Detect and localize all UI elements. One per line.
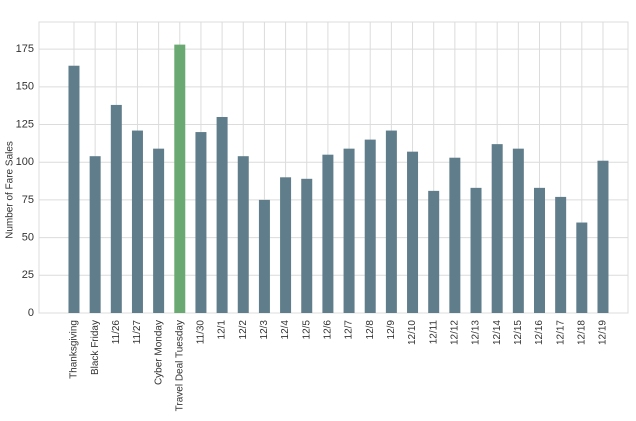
bar <box>301 178 313 313</box>
y-tick-label: 150 <box>16 81 34 93</box>
y-tick-label: 175 <box>16 43 34 55</box>
x-tick-label: Thanksgiving <box>69 320 80 379</box>
x-tick-label: 11/30 <box>196 320 207 345</box>
bar <box>174 44 186 314</box>
y-tick-label: 100 <box>16 156 34 168</box>
bar <box>470 187 482 313</box>
bar <box>258 199 270 313</box>
x-tick-label: 12/16 <box>534 320 545 345</box>
x-tick-label: 12/11 <box>428 320 439 345</box>
x-tick-label: 12/10 <box>407 320 418 345</box>
x-tick-label: 12/8 <box>365 320 376 340</box>
bar <box>343 148 355 313</box>
y-tick-label: 25 <box>22 269 34 281</box>
bar <box>364 139 376 313</box>
bar <box>555 196 567 313</box>
x-tick-label: 12/5 <box>301 320 312 340</box>
bar <box>89 156 101 313</box>
x-tick-label: Black Friday <box>90 320 101 375</box>
bar <box>576 222 588 313</box>
bar <box>237 156 249 313</box>
bar <box>131 130 143 313</box>
x-tick-label: 12/19 <box>598 320 609 345</box>
x-tick-label: 12/7 <box>344 320 355 340</box>
x-tick-label: 12/9 <box>386 320 397 340</box>
x-tick-label: 12/1 <box>217 320 228 340</box>
y-tick-label: 0 <box>28 307 34 319</box>
bar <box>491 144 503 313</box>
x-tick-label: 12/15 <box>513 320 524 345</box>
y-tick-label: 75 <box>22 194 34 206</box>
bar <box>407 151 419 313</box>
x-tick-label: 12/17 <box>555 320 566 345</box>
x-tick-label: 12/4 <box>280 320 291 340</box>
bar <box>110 104 122 313</box>
x-tick-label: Cyber Monday <box>153 320 164 385</box>
bar <box>280 177 292 313</box>
bar <box>512 148 524 313</box>
x-tick-label: 12/6 <box>323 320 334 340</box>
x-tick-label: 12/12 <box>450 320 461 345</box>
x-tick-label: Travel Deal Tuesday <box>174 320 185 411</box>
bar <box>68 65 80 313</box>
y-tick-label: 125 <box>16 118 34 130</box>
bar <box>534 187 545 313</box>
y-axis-label: Number of Fare Sales <box>5 141 16 239</box>
x-tick-label: 12/18 <box>576 320 587 345</box>
x-tick-label: 12/3 <box>259 320 270 340</box>
bar <box>216 116 228 313</box>
x-tick-label: 12/2 <box>238 320 249 340</box>
bar <box>449 157 461 313</box>
bar <box>597 160 609 313</box>
bar <box>428 190 440 313</box>
x-tick-label: 11/26 <box>111 320 122 345</box>
bar <box>385 130 397 313</box>
x-tick-label: 12/14 <box>492 320 503 345</box>
y-tick-label: 50 <box>22 232 34 244</box>
bar <box>322 154 334 313</box>
bar <box>195 132 207 313</box>
x-tick-label: 11/27 <box>132 320 143 345</box>
bar <box>153 148 165 313</box>
x-tick-label: 12/13 <box>471 320 482 345</box>
